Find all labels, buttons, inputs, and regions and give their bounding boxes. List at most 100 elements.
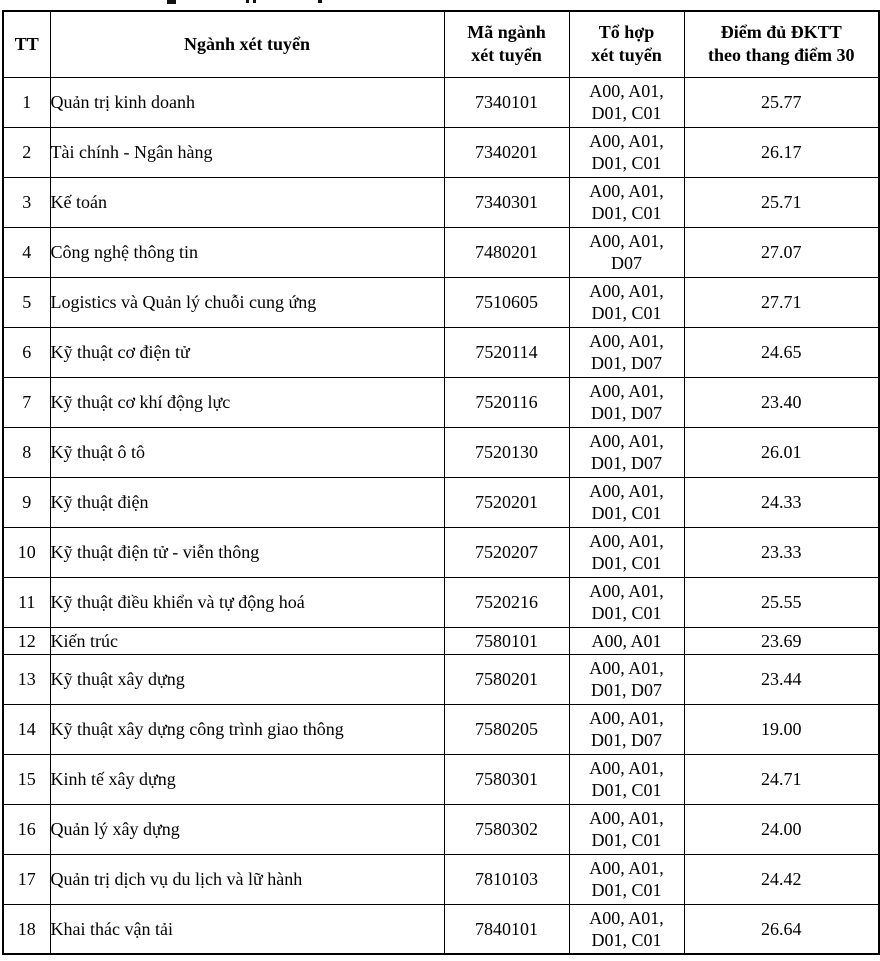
- cell-nganh: Quản trị kinh doanh: [49, 76, 445, 128]
- cell-to-hop: A00, A01, D01, D07: [568, 703, 685, 755]
- cell-diem: 26.17: [683, 126, 880, 178]
- cell-nganh: Kế toán: [49, 176, 445, 228]
- table-row: 10 Kỹ thuật điện tử - viễn thông 7520207 A0…: [2, 526, 880, 578]
- table-row: 7 Kỹ thuật cơ khí động lực 7520116 A00, A01…: [2, 376, 880, 428]
- cell-to-hop: A00, A01, D01, C01: [568, 126, 685, 178]
- cell-ma-nganh: 7510605: [443, 276, 570, 328]
- cell-nganh: Khai thác vận tải: [49, 903, 445, 955]
- cell-tt: 8: [2, 426, 51, 478]
- cell-diem: 26.01: [683, 426, 880, 478]
- cell-diem: 25.71: [683, 176, 880, 228]
- cell-diem: 27.71: [683, 276, 880, 328]
- cell-diem: 25.55: [683, 576, 880, 628]
- cell-ma-nganh: 7340201: [443, 126, 570, 178]
- cell-nganh: Kỹ thuật cơ điện tử: [49, 326, 445, 378]
- table-row: 9 Kỹ thuật điện 7520201 A00, A01, D01, C01 2…: [2, 476, 880, 528]
- table-row: 8 Kỹ thuật ô tô 7520130 A00, A01, D01, D07 2…: [2, 426, 880, 478]
- cell-tt: 1: [2, 76, 51, 128]
- cell-ma-nganh: 7520114: [443, 326, 570, 378]
- cell-ma-nganh: 7810103: [443, 853, 570, 905]
- col-header-tt: TT: [2, 10, 51, 78]
- table-row: 6 Kỹ thuật cơ điện tử 7520114 A00, A01, D01…: [2, 326, 880, 378]
- table-row: 2 Tài chính - Ngân hàng 7340201 A00, A01, D…: [2, 126, 880, 178]
- table-row: 17 Quản trị dịch vụ du lịch và lữ hành 781…: [2, 853, 880, 905]
- cell-tt: 3: [2, 176, 51, 228]
- cell-to-hop: A00, A01, D01, D07: [568, 326, 685, 378]
- cell-tt: 9: [2, 476, 51, 528]
- table-row: 15 Kinh tế xây dựng 7580301 A00, A01, D01, …: [2, 753, 880, 805]
- cell-diem: 23.33: [683, 526, 880, 578]
- cell-ma-nganh: 7580301: [443, 753, 570, 805]
- cell-diem: 24.65: [683, 326, 880, 378]
- cell-tt: 10: [2, 526, 51, 578]
- table-row: 3 Kế toán 7340301 A00, A01, D01, C01 25.71: [2, 176, 880, 228]
- cell-to-hop: A00, A01, D01, C01: [568, 526, 685, 578]
- cell-tt: 15: [2, 753, 51, 805]
- cell-ma-nganh: 7480201: [443, 226, 570, 278]
- cell-ma-nganh: 7580101: [443, 626, 570, 655]
- cell-diem: 24.71: [683, 753, 880, 805]
- cell-tt: 11: [2, 576, 51, 628]
- cell-to-hop: A00, A01, D01, C01: [568, 476, 685, 528]
- cell-tt: 14: [2, 703, 51, 755]
- cell-to-hop: A00, A01, D01, C01: [568, 576, 685, 628]
- table-row: 4 Công nghệ thông tin 7480201 A00, A01, D07…: [2, 226, 880, 278]
- cell-nganh: Kiến trúc: [49, 626, 445, 655]
- table-row: 1 Quản trị kinh doanh 7340101 A00, A01, D01…: [2, 76, 880, 128]
- cell-tt: 13: [2, 653, 51, 705]
- table-header: TT Ngành xét tuyển Mã ngành xét tuyển Tổ…: [2, 10, 880, 78]
- cell-to-hop: A00, A01, D01, D07: [568, 376, 685, 428]
- cell-to-hop: A00, A01, D01, C01: [568, 276, 685, 328]
- cell-diem: 23.44: [683, 653, 880, 705]
- cell-tt: 17: [2, 853, 51, 905]
- cell-nganh: Kỹ thuật ô tô: [49, 426, 445, 478]
- cell-tt: 7: [2, 376, 51, 428]
- cell-diem: 23.69: [683, 626, 880, 655]
- cell-ma-nganh: 7520216: [443, 576, 570, 628]
- cell-ma-nganh: 7520201: [443, 476, 570, 528]
- cell-tt: 4: [2, 226, 51, 278]
- cell-ma-nganh: 7520207: [443, 526, 570, 578]
- cell-to-hop: A00, A01, D01, D07: [568, 426, 685, 478]
- cell-diem: 24.42: [683, 853, 880, 905]
- cell-diem: 25.77: [683, 76, 880, 128]
- table-row: 5 Logistics và Quản lý chuỗi cung ứng 7510…: [2, 276, 880, 328]
- cell-to-hop: A00, A01, D01, D07: [568, 653, 685, 705]
- cell-diem: 27.07: [683, 226, 880, 278]
- cell-to-hop: A00, A01, D01, C01: [568, 903, 685, 955]
- cell-to-hop: A00, A01, D01, C01: [568, 76, 685, 128]
- cell-tt: 18: [2, 903, 51, 955]
- cell-nganh: Quản trị dịch vụ du lịch và lữ hành: [49, 853, 445, 905]
- cell-to-hop: A00, A01: [568, 626, 685, 655]
- cell-nganh: Kỹ thuật điều khiển và tự động hoá: [49, 576, 445, 628]
- cell-diem: 24.00: [683, 803, 880, 855]
- col-header-tohop: Tổ hợp xét tuyển: [568, 10, 685, 78]
- cell-nganh: Tài chính - Ngân hàng: [49, 126, 445, 178]
- table-row: 14 Kỹ thuật xây dựng công trình giao thôn…: [2, 703, 880, 755]
- cell-to-hop: A00, A01, D01, C01: [568, 853, 685, 905]
- cell-tt: 2: [2, 126, 51, 178]
- cell-ma-nganh: 7580205: [443, 703, 570, 755]
- cell-to-hop: A00, A01, D01, C01: [568, 176, 685, 228]
- col-header-ma: Mã ngành xét tuyển: [443, 10, 570, 78]
- table-row: 16 Quản lý xây dựng 7580302 A00, A01, D01, …: [2, 803, 880, 855]
- header-row: TT Ngành xét tuyển Mã ngành xét tuyển Tổ…: [2, 10, 880, 78]
- table-row: 12 Kiến trúc 7580101 A00, A01 23.69: [2, 626, 880, 655]
- cell-diem: 24.33: [683, 476, 880, 528]
- cell-nganh: Công nghệ thông tin: [49, 226, 445, 278]
- cell-tt: 12: [2, 626, 51, 655]
- admission-scores-table: TT Ngành xét tuyển Mã ngành xét tuyển Tổ…: [2, 10, 880, 955]
- cell-ma-nganh: 7340301: [443, 176, 570, 228]
- table-body: 1 Quản trị kinh doanh 7340101 A00, A01, D01…: [2, 76, 880, 955]
- cell-ma-nganh: 7580201: [443, 653, 570, 705]
- cell-tt: 5: [2, 276, 51, 328]
- cell-to-hop: A00, A01, D01, C01: [568, 753, 685, 805]
- cell-nganh: Kỹ thuật điện tử - viễn thông: [49, 526, 445, 578]
- cell-ma-nganh: 7340101: [443, 76, 570, 128]
- cell-tt: 6: [2, 326, 51, 378]
- cell-nganh: Kỹ thuật xây dựng công trình giao thông: [49, 703, 445, 755]
- cell-ma-nganh: 7580302: [443, 803, 570, 855]
- cell-to-hop: A00, A01, D01, C01: [568, 803, 685, 855]
- cell-diem: 23.40: [683, 376, 880, 428]
